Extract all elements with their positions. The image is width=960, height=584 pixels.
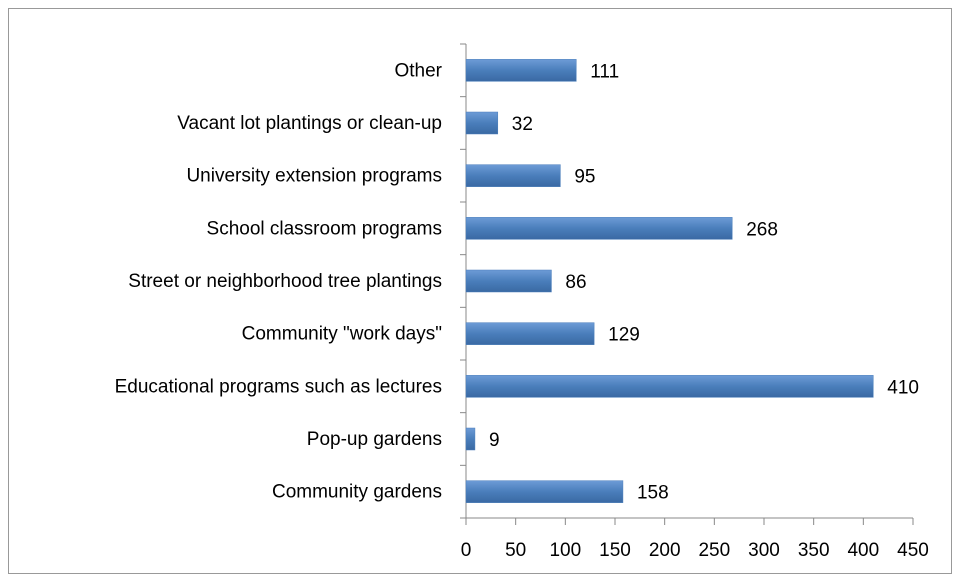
y-tick-label: Pop-up gardens bbox=[307, 429, 442, 450]
x-tick-label: 50 bbox=[505, 540, 526, 561]
y-tick-label: Educational programs such as lectures bbox=[115, 376, 442, 397]
value-label: 111 bbox=[590, 61, 619, 82]
value-label: 158 bbox=[637, 483, 669, 504]
y-tick-label: School classroom programs bbox=[207, 218, 442, 239]
bar bbox=[465, 269, 552, 293]
x-tick-label: 450 bbox=[897, 540, 929, 561]
value-label: 9 bbox=[489, 430, 500, 451]
value-label: 86 bbox=[565, 272, 586, 293]
x-tick-label: 250 bbox=[698, 540, 730, 561]
bar bbox=[465, 322, 595, 345]
value-label: 129 bbox=[608, 325, 640, 346]
y-tick-label: Vacant lot plantings or clean-up bbox=[177, 113, 442, 134]
bar bbox=[465, 59, 577, 82]
x-tick-label: 400 bbox=[847, 540, 879, 561]
value-label: 95 bbox=[574, 167, 595, 188]
y-tick-label: Street or neighborhood tree plantings bbox=[128, 271, 442, 292]
bar bbox=[465, 375, 874, 398]
value-label: 32 bbox=[512, 114, 533, 135]
bar bbox=[465, 480, 624, 503]
x-tick-label: 300 bbox=[748, 540, 780, 561]
bar bbox=[465, 111, 499, 135]
y-tick-label: Community gardens bbox=[272, 482, 442, 503]
value-label: 410 bbox=[887, 377, 919, 398]
bar bbox=[465, 427, 476, 451]
value-label: 268 bbox=[746, 219, 778, 240]
y-tick-label: Other bbox=[394, 60, 442, 81]
x-tick-label: 100 bbox=[549, 540, 581, 561]
x-tick-label: 350 bbox=[798, 540, 830, 561]
x-tick-label: 150 bbox=[599, 540, 631, 561]
x-tick-label: 200 bbox=[649, 540, 681, 561]
y-tick-label: Community "work days" bbox=[242, 324, 442, 345]
bar bbox=[465, 164, 561, 187]
bar bbox=[465, 217, 733, 240]
y-tick-label: University extension programs bbox=[186, 166, 442, 187]
x-tick-label: 0 bbox=[461, 540, 472, 561]
